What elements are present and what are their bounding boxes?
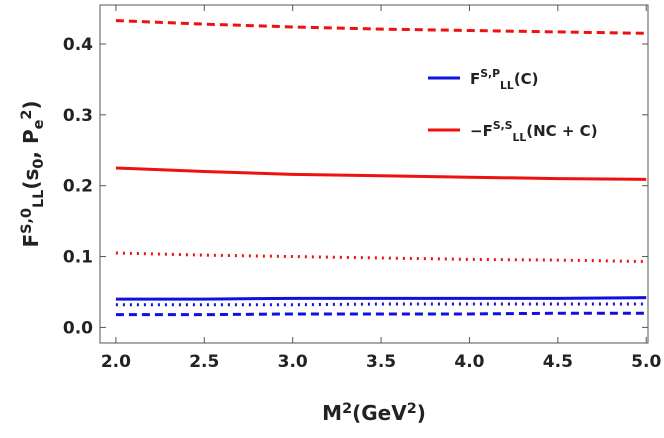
x-axis-label: M2(GeV2) [322, 401, 426, 425]
series-line [115, 311, 647, 317]
x-tick-label: 2.0 [101, 352, 131, 372]
x-tick-label: 5.0 [631, 352, 661, 372]
y-axis-label: FS,0LL(s0, Pe2) [19, 100, 47, 247]
series-line [115, 296, 647, 301]
y-tick-label: 0.4 [63, 35, 93, 55]
x-tick-label: 2.5 [189, 352, 219, 372]
plot-frame [99, 4, 649, 344]
x-tick-label: 4.0 [454, 352, 484, 372]
x-tick-label: 3.0 [278, 352, 308, 372]
y-tick-label: 0.0 [63, 318, 93, 338]
series-line [115, 166, 647, 181]
y-tick-label: 0.3 [63, 106, 93, 126]
series-line [115, 251, 647, 264]
x-tick-label: 4.5 [543, 352, 573, 372]
series-line [115, 302, 647, 307]
legend-label: −FS,SLL(NC + C) [470, 119, 598, 144]
legend-label: FS,PLL(C) [470, 67, 539, 92]
x-tick-label: 3.5 [366, 352, 396, 372]
y-tick-label: 0.1 [63, 248, 93, 268]
y-tick-label: 0.2 [63, 177, 93, 197]
series-line [115, 19, 647, 35]
